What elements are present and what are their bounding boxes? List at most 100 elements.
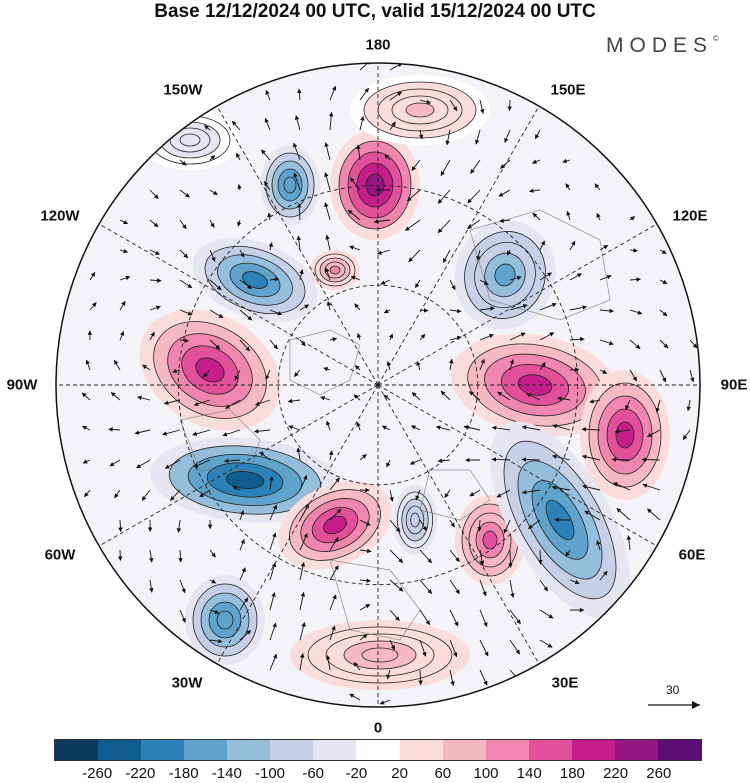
wind-arrow	[179, 338, 189, 343]
wind-arrow	[209, 579, 217, 584]
wind-arrow	[409, 459, 421, 465]
wind-arrow	[209, 249, 216, 262]
wind-arrow	[296, 235, 302, 251]
wind-arrow	[328, 450, 334, 461]
wind-arrow	[82, 459, 91, 464]
wind-arrow	[565, 183, 571, 191]
wind-arrow	[269, 653, 278, 671]
wind-arrow	[296, 203, 302, 221]
wind-arrow	[354, 364, 361, 371]
wind-arrow	[383, 309, 391, 314]
wind-arrow	[179, 159, 187, 166]
wind-arrow	[594, 183, 601, 191]
colorbar-tick-label: 140	[516, 765, 542, 782]
wind-arrow	[479, 334, 494, 341]
wind-arrow	[359, 604, 371, 611]
wind-arrow	[149, 305, 161, 311]
wind-arrow	[253, 429, 271, 434]
wind-arrow	[521, 489, 541, 495]
wind-arrow	[449, 609, 459, 627]
meridian-line	[377, 384, 658, 547]
wind-arrow	[449, 99, 458, 112]
wind-arrow	[539, 362, 546, 371]
wind-arrow	[566, 210, 571, 221]
anomaly-contour	[615, 421, 635, 449]
wind-arrow	[329, 337, 338, 342]
colorbar-tick-label: 180	[559, 765, 585, 782]
wind-arrow	[659, 249, 667, 255]
wind-arrow	[626, 535, 632, 551]
positive-anomaly	[330, 130, 420, 240]
wind-arrow	[569, 336, 585, 342]
wind-arrow	[149, 331, 155, 341]
colorbar-tick-label: -100	[254, 765, 286, 782]
wind-arrow	[239, 597, 249, 611]
wind-arrow	[384, 153, 391, 161]
wind-arrow	[641, 457, 661, 462]
wind-arrow	[497, 391, 511, 401]
colorbar-tick-label: 220	[603, 765, 629, 782]
meridian-line	[98, 384, 379, 547]
wind-arrow	[689, 369, 695, 383]
wind-arrow	[259, 451, 271, 461]
wind-arrow	[538, 549, 543, 565]
wind-arrow	[642, 483, 661, 491]
wind-arrow	[419, 609, 431, 626]
wind-arrow	[389, 91, 402, 101]
wind-arrow	[329, 625, 336, 641]
wind-arrow	[239, 510, 245, 521]
anomaly-contour	[283, 176, 297, 194]
wind-arrow	[415, 279, 421, 289]
wind-arrow	[209, 339, 221, 350]
wind-arrow	[239, 538, 245, 551]
wind-arrow	[659, 279, 668, 285]
wind-arrow	[359, 115, 365, 131]
wind-arrow	[509, 275, 522, 281]
wind-arrow	[509, 579, 515, 599]
wind-arrow	[599, 369, 608, 374]
wind-arrow	[504, 129, 511, 143]
wind-arrow	[237, 184, 242, 191]
wind-arrow	[84, 489, 91, 498]
wind-arrow	[359, 454, 367, 461]
wind-arrow	[469, 489, 481, 497]
colorbar-tick-label: -60	[302, 765, 325, 782]
wind-arrow	[359, 634, 368, 641]
wind-arrow	[479, 609, 488, 628]
wind-arrow	[299, 269, 304, 281]
wind-arrow	[239, 309, 253, 321]
wind-arrow	[269, 277, 280, 282]
anomaly-contour	[365, 173, 385, 197]
reference-vector-label: 30	[666, 683, 680, 697]
wind-arrow	[170, 489, 181, 501]
wind-vectors	[81, 63, 698, 705]
colorbar-tick-label: 260	[646, 765, 672, 782]
wind-arrow	[479, 358, 485, 371]
wind-arrow	[539, 639, 553, 648]
wind-arrow	[299, 653, 305, 671]
wind-arrow	[263, 181, 271, 191]
wind-arrow	[468, 391, 481, 401]
wind-arrow	[682, 429, 691, 440]
wind-arrow	[386, 459, 391, 468]
brand-text: MODES	[606, 34, 714, 57]
wind-arrow	[449, 669, 455, 686]
wind-arrow	[265, 369, 271, 381]
colorbar	[54, 739, 702, 761]
colorbar-tick-label: -180	[168, 765, 199, 782]
wind-arrow	[148, 549, 154, 563]
wind-arrow	[179, 309, 193, 316]
wind-arrow	[209, 638, 223, 644]
wind-arrow	[406, 189, 421, 202]
meridian-line	[377, 105, 540, 386]
wind-arrow	[237, 219, 242, 227]
anomaly-contour	[482, 530, 498, 550]
wind-arrow	[476, 249, 481, 261]
wind-arrow	[552, 454, 571, 461]
wind-arrow	[411, 159, 421, 171]
wind-arrow	[269, 562, 277, 581]
wind-arrow	[539, 332, 555, 341]
wind-arrow	[349, 245, 361, 251]
wind-arrow	[299, 474, 308, 491]
reference-arrow-icon	[648, 701, 700, 709]
